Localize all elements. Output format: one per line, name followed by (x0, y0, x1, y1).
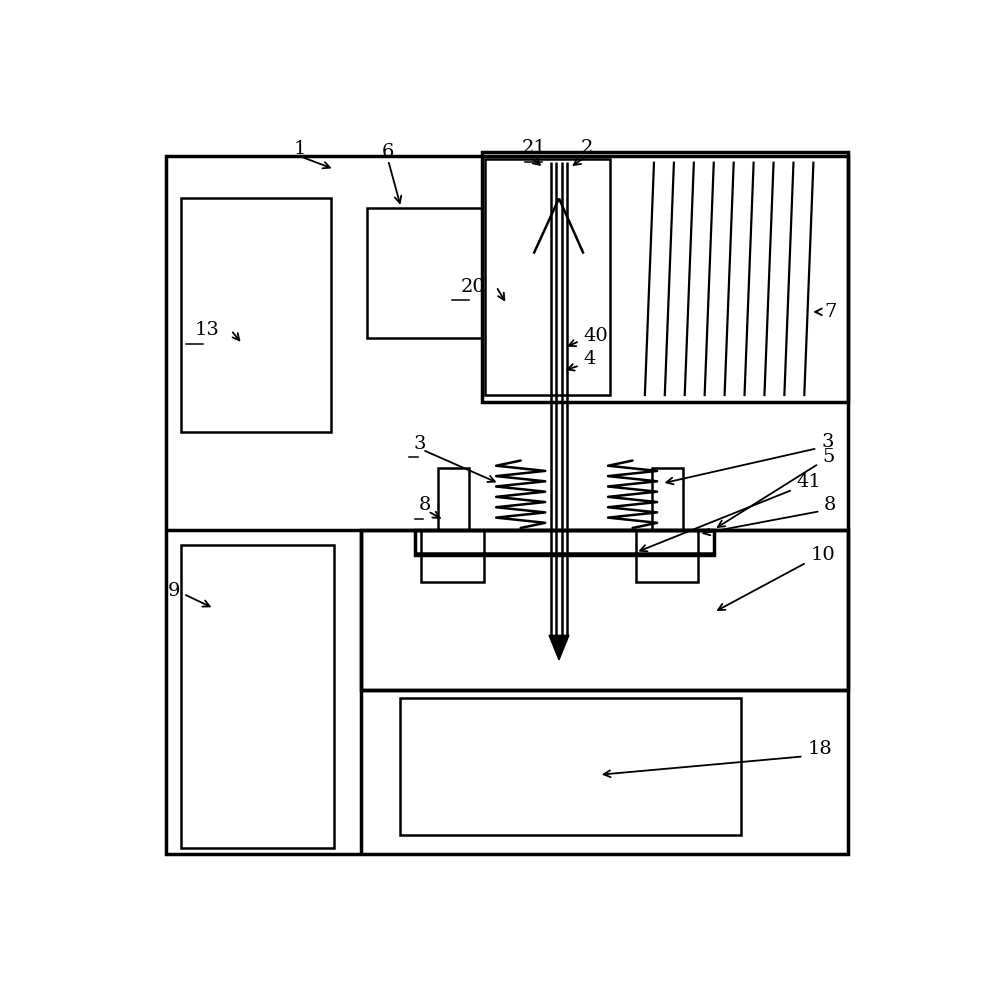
Bar (653, 468, 683, 530)
Text: 6: 6 (382, 143, 395, 161)
Bar (636, 530, 698, 582)
Bar (361, 530, 848, 690)
Text: 7: 7 (824, 303, 837, 321)
Text: 3: 3 (413, 435, 426, 453)
Text: 21: 21 (521, 139, 546, 157)
Text: 5: 5 (823, 448, 835, 466)
Text: 41: 41 (796, 473, 821, 491)
Bar (486, 159, 609, 395)
Bar (421, 530, 484, 582)
Bar (181, 545, 334, 848)
Text: 9: 9 (168, 582, 181, 600)
Bar (181, 198, 330, 432)
Text: 3: 3 (821, 433, 834, 451)
Text: 40: 40 (584, 327, 608, 345)
Polygon shape (549, 635, 569, 660)
Text: 8: 8 (824, 496, 837, 514)
Bar (415, 530, 714, 555)
Bar (438, 468, 469, 530)
Text: 8: 8 (418, 496, 431, 514)
Bar (483, 152, 848, 402)
Text: 2: 2 (582, 139, 593, 157)
Text: 18: 18 (807, 740, 832, 758)
Bar (166, 156, 848, 854)
Text: 20: 20 (461, 278, 486, 296)
Text: 1: 1 (294, 140, 307, 158)
Bar (367, 208, 483, 338)
Text: 10: 10 (810, 546, 835, 564)
Text: 13: 13 (194, 321, 219, 339)
Bar (400, 698, 741, 835)
Text: 4: 4 (584, 350, 596, 368)
